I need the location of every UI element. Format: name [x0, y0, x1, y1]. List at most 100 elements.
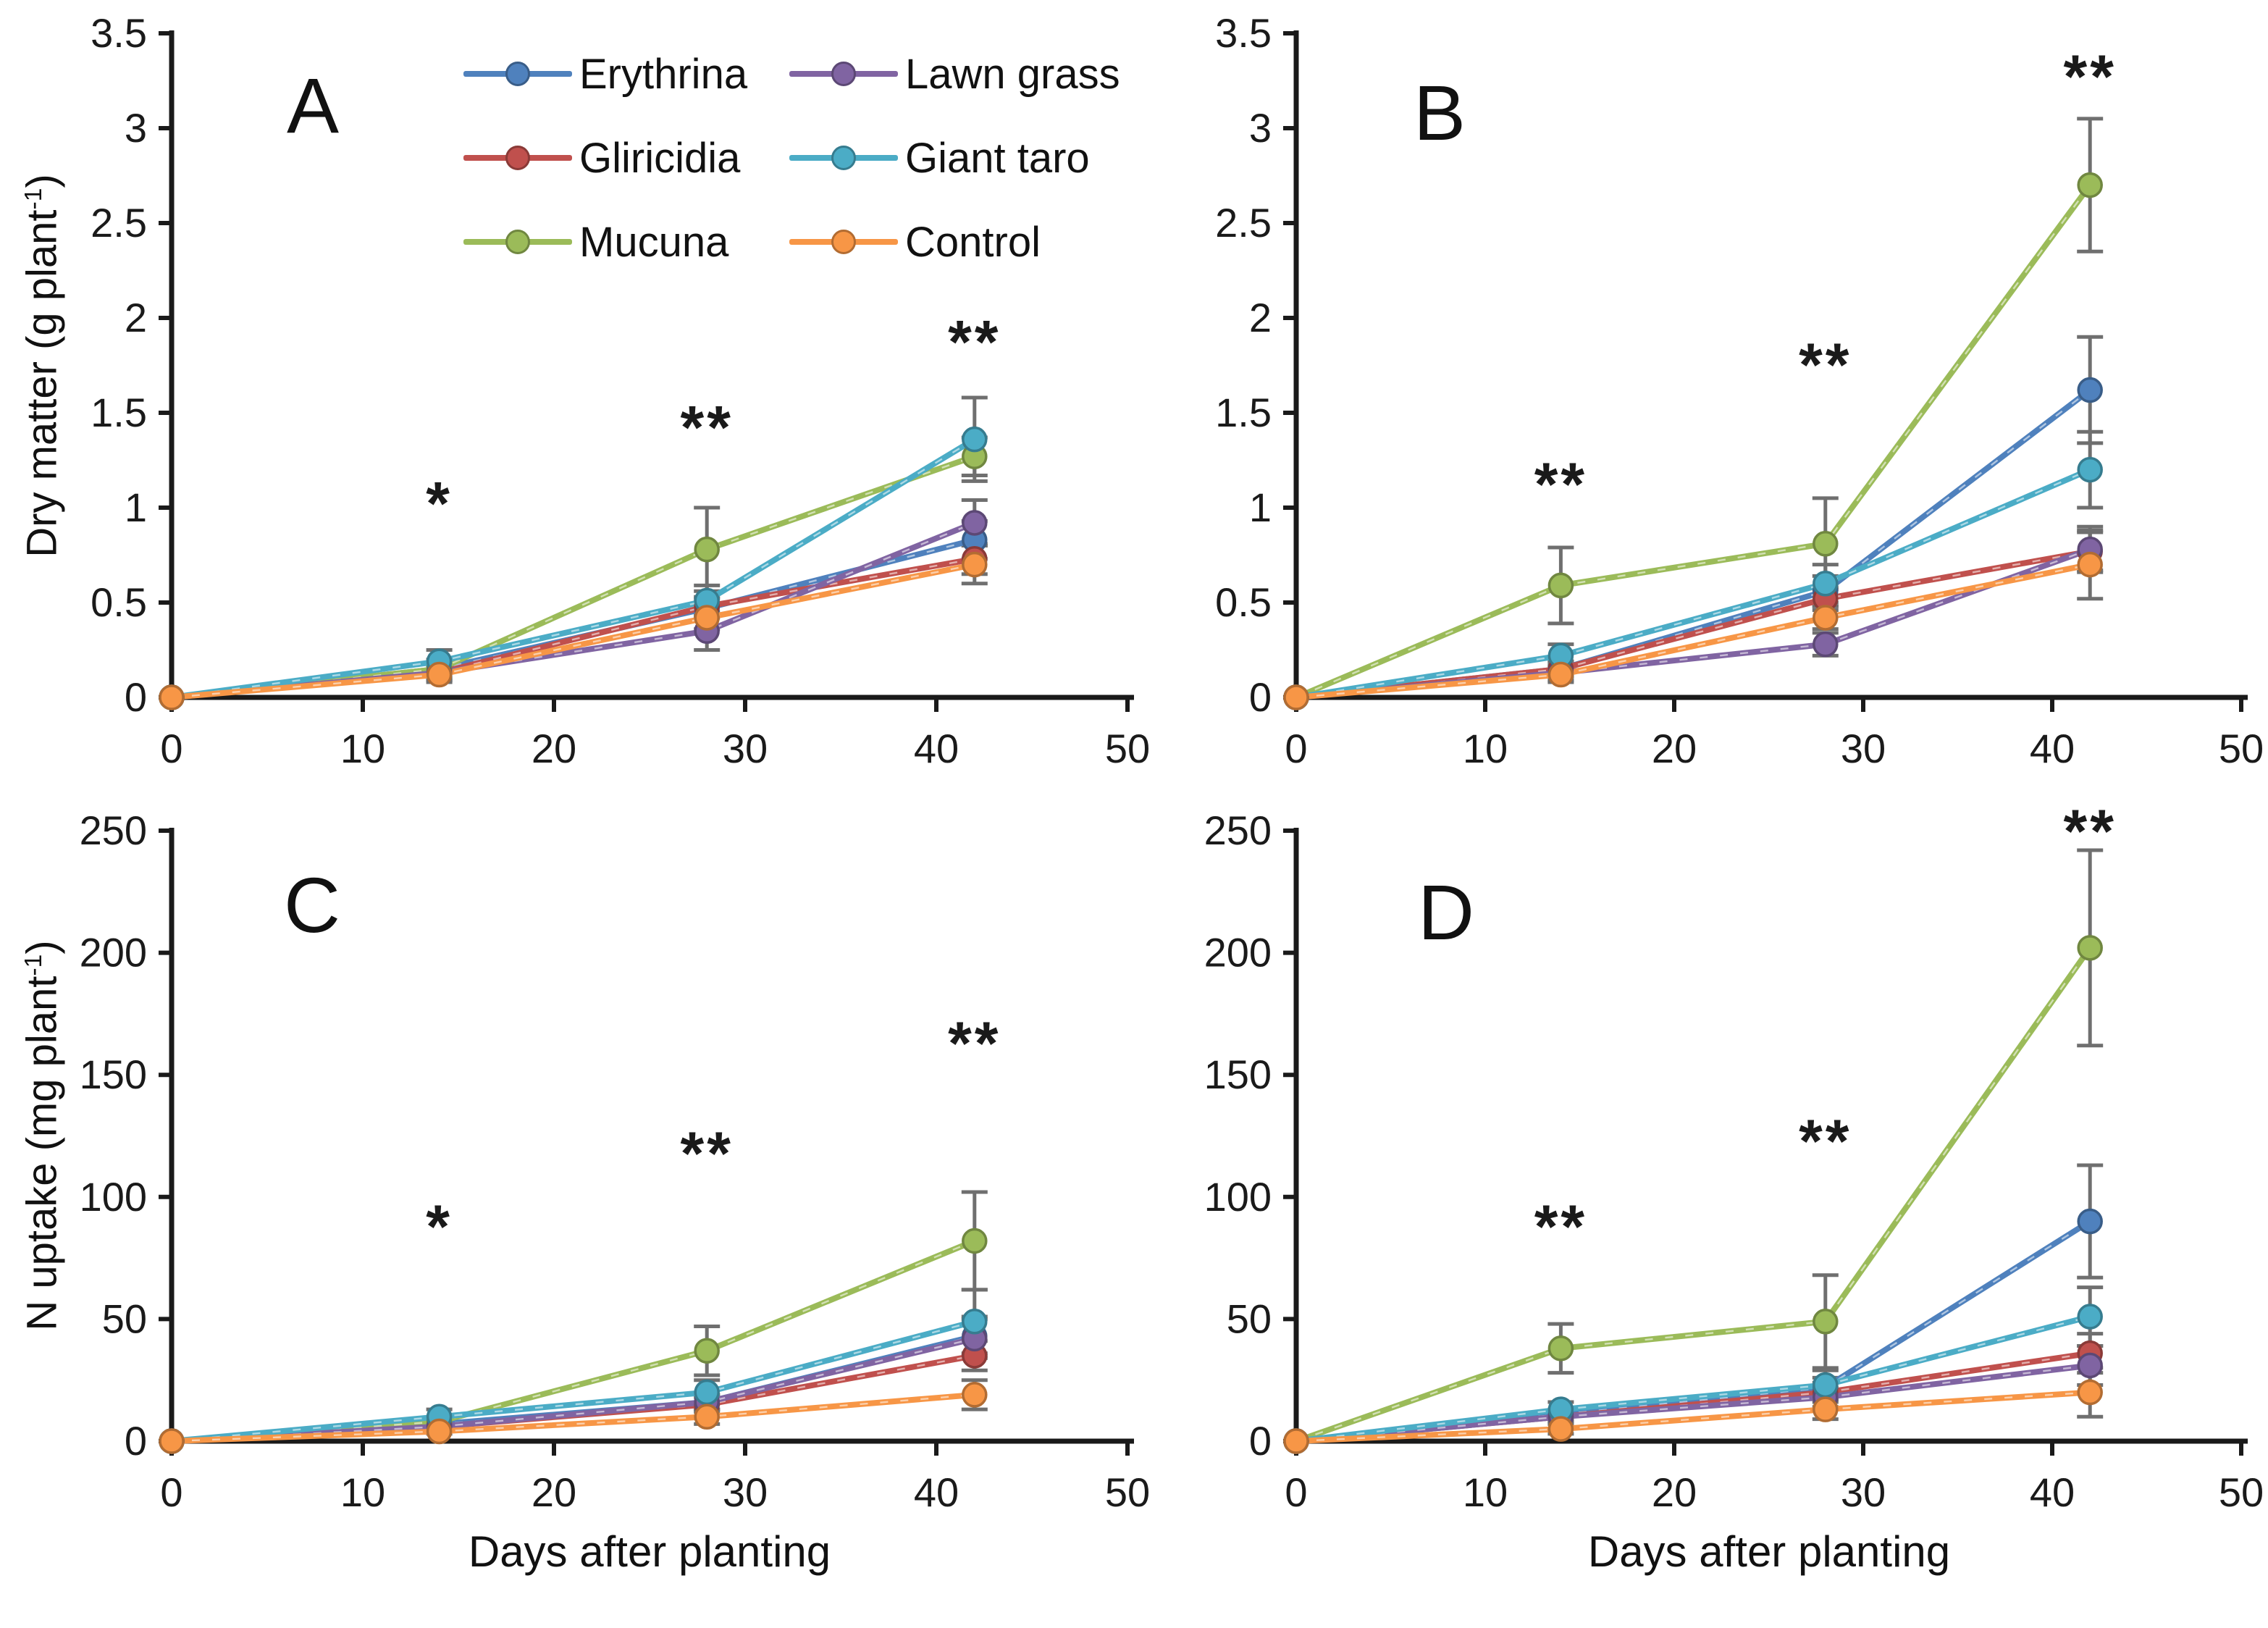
- significance-marker: **: [1534, 450, 1587, 519]
- data-point-mucuna: [694, 536, 720, 563]
- data-point-control: [159, 1428, 185, 1454]
- panel-a: 00.511.522.533.50 10 20 30 40 50*****: [91, 10, 1150, 771]
- y-axis-title-n-uptake: N uptake (mg plant-1): [18, 940, 67, 1330]
- data-point-mucuna: [1547, 572, 1574, 599]
- series-line-control: [171, 561, 975, 700]
- series-line-mucuna: [1295, 946, 2093, 1444]
- x-tick-label: 0: [1285, 726, 1307, 771]
- series-line-dash-lawn-grass: [171, 1338, 975, 1443]
- data-point-giant-taro: [694, 1379, 720, 1406]
- data-point-lawn-grass: [962, 510, 988, 536]
- x-tick-label: 20: [532, 726, 576, 771]
- y-tick-label: 1.5: [91, 390, 147, 435]
- y-tick-label: 100: [1204, 1174, 1272, 1220]
- data-point-mucuna: [1813, 531, 1839, 557]
- x-tick-label: 40: [914, 726, 959, 771]
- series-line-lawn-grass: [1295, 1362, 2091, 1444]
- x-tick-label: 0: [160, 1469, 182, 1515]
- series-line-giant-taro: [1295, 466, 2091, 700]
- series-line-erythrina: [1295, 387, 2092, 700]
- series-line-dash-mucuna: [171, 1240, 975, 1443]
- y-axis-title-dry-matter: Dry matter (g plant-1): [18, 174, 67, 558]
- series-line-dash-erythrina: [171, 539, 975, 699]
- data-point-control: [2077, 551, 2103, 578]
- data-point-giant-taro: [2077, 456, 2103, 483]
- panel-b: 0 0.5 1 1.5 2 2.5 3 3.5 0 10 20 30 40 50 ** ** **: [1215, 10, 2264, 771]
- y-tick-label: 0: [125, 1418, 147, 1464]
- x-tick-label: 10: [1463, 1469, 1508, 1515]
- x-tick-label: 10: [1463, 726, 1508, 771]
- y-tick-label: 250: [1204, 807, 1272, 853]
- data-point-mucuna: [2077, 935, 2103, 961]
- legend-item-giant-taro: Giant taro: [789, 135, 1090, 182]
- data-point-lawn-grass: [2077, 1352, 2103, 1379]
- series-line-dash-erythrina: [1295, 389, 2091, 699]
- y-axis-title-superscript: -1: [20, 954, 48, 976]
- x-tick-label: 30: [1841, 1469, 1886, 1515]
- series-line-control: [1295, 1389, 2091, 1444]
- x-tick-label: 10: [340, 1469, 385, 1515]
- legend-label: Control: [905, 218, 1041, 266]
- data-point-mucuna: [1813, 1309, 1839, 1335]
- series-line-dash-giant-taro: [1295, 469, 2091, 699]
- legend-label: Gliricidia: [579, 134, 741, 182]
- y-tick-label: 1: [1249, 484, 1272, 530]
- y-tick-label: 2.5: [1215, 200, 1272, 246]
- data-point-giant-taro: [1813, 1372, 1839, 1398]
- y-tick-label: 250: [80, 807, 147, 853]
- x-tick-label: 40: [2030, 726, 2075, 771]
- legend-marker-gliricidia: [463, 142, 572, 174]
- legend-label: Mucuna: [579, 218, 729, 266]
- y-tick-label: 2: [1249, 295, 1272, 340]
- legend-item-mucuna: Mucuna: [463, 219, 728, 266]
- data-point-giant-taro: [962, 426, 988, 453]
- data-point-control: [694, 1403, 720, 1430]
- series-line-dash-control: [1295, 563, 2091, 699]
- y-tick-label: 1: [125, 484, 147, 530]
- significance-marker: **: [948, 308, 1001, 376]
- data-point-giant-taro: [2077, 1304, 2103, 1330]
- x-tick-label: 20: [532, 1469, 576, 1515]
- data-point-control: [1547, 661, 1574, 688]
- x-tick-label: 30: [723, 1469, 768, 1515]
- panel-d: 0 50 100 150 200 250 0 10 20 30 40 50 ** ** **: [1204, 797, 2264, 1515]
- y-tick-label: 3: [125, 105, 147, 151]
- x-axis-title-c: Days after planting: [468, 1527, 831, 1576]
- y-tick-label: 3: [1249, 105, 1272, 151]
- panel-letter-c: C: [284, 861, 340, 949]
- y-tick-label: 100: [80, 1174, 147, 1220]
- x-tick-label: 0: [1285, 1469, 1307, 1515]
- legend-label: Erythrina: [579, 50, 748, 98]
- x-tick-label: 50: [1105, 1469, 1150, 1515]
- legend-item-control: Control: [789, 219, 1041, 266]
- significance-marker: *: [426, 469, 453, 537]
- significance-marker: **: [1534, 1193, 1587, 1261]
- y-tick-label: 150: [80, 1052, 147, 1097]
- data-point-control: [159, 684, 185, 710]
- legend-marker-control: [789, 226, 898, 258]
- data-point-lawn-grass: [1813, 631, 1839, 658]
- panel-letter-a: A: [287, 62, 340, 149]
- data-point-giant-taro: [1813, 571, 1839, 597]
- y-axis-title-text: Dry matter (g plant: [18, 209, 66, 558]
- series-line-dash-giant-taro: [171, 1320, 975, 1443]
- x-tick-label: 10: [340, 726, 385, 771]
- y-axis-title-text: N uptake (mg plant: [18, 975, 66, 1331]
- significance-marker: *: [426, 1193, 453, 1261]
- x-axis-title-d: Days after planting: [1587, 1527, 1951, 1576]
- data-point-control: [1813, 605, 1839, 631]
- data-point-control: [694, 605, 720, 631]
- y-axis-title-close: ): [18, 174, 66, 188]
- x-tick-label: 40: [914, 1469, 959, 1515]
- series-line-erythrina: [171, 537, 975, 700]
- data-point-control: [1547, 1416, 1574, 1442]
- data-point-mucuna: [1547, 1335, 1574, 1361]
- significance-marker: **: [1799, 331, 1852, 399]
- legend-label: Giant taro: [905, 134, 1090, 182]
- y-tick-label: 150: [1204, 1052, 1272, 1097]
- y-tick-label: 1.5: [1215, 390, 1272, 435]
- y-tick-label: 3.5: [1215, 10, 1272, 56]
- significance-marker: **: [948, 1010, 1001, 1078]
- y-tick-label: 200: [80, 930, 147, 975]
- data-point-control: [1283, 684, 1309, 710]
